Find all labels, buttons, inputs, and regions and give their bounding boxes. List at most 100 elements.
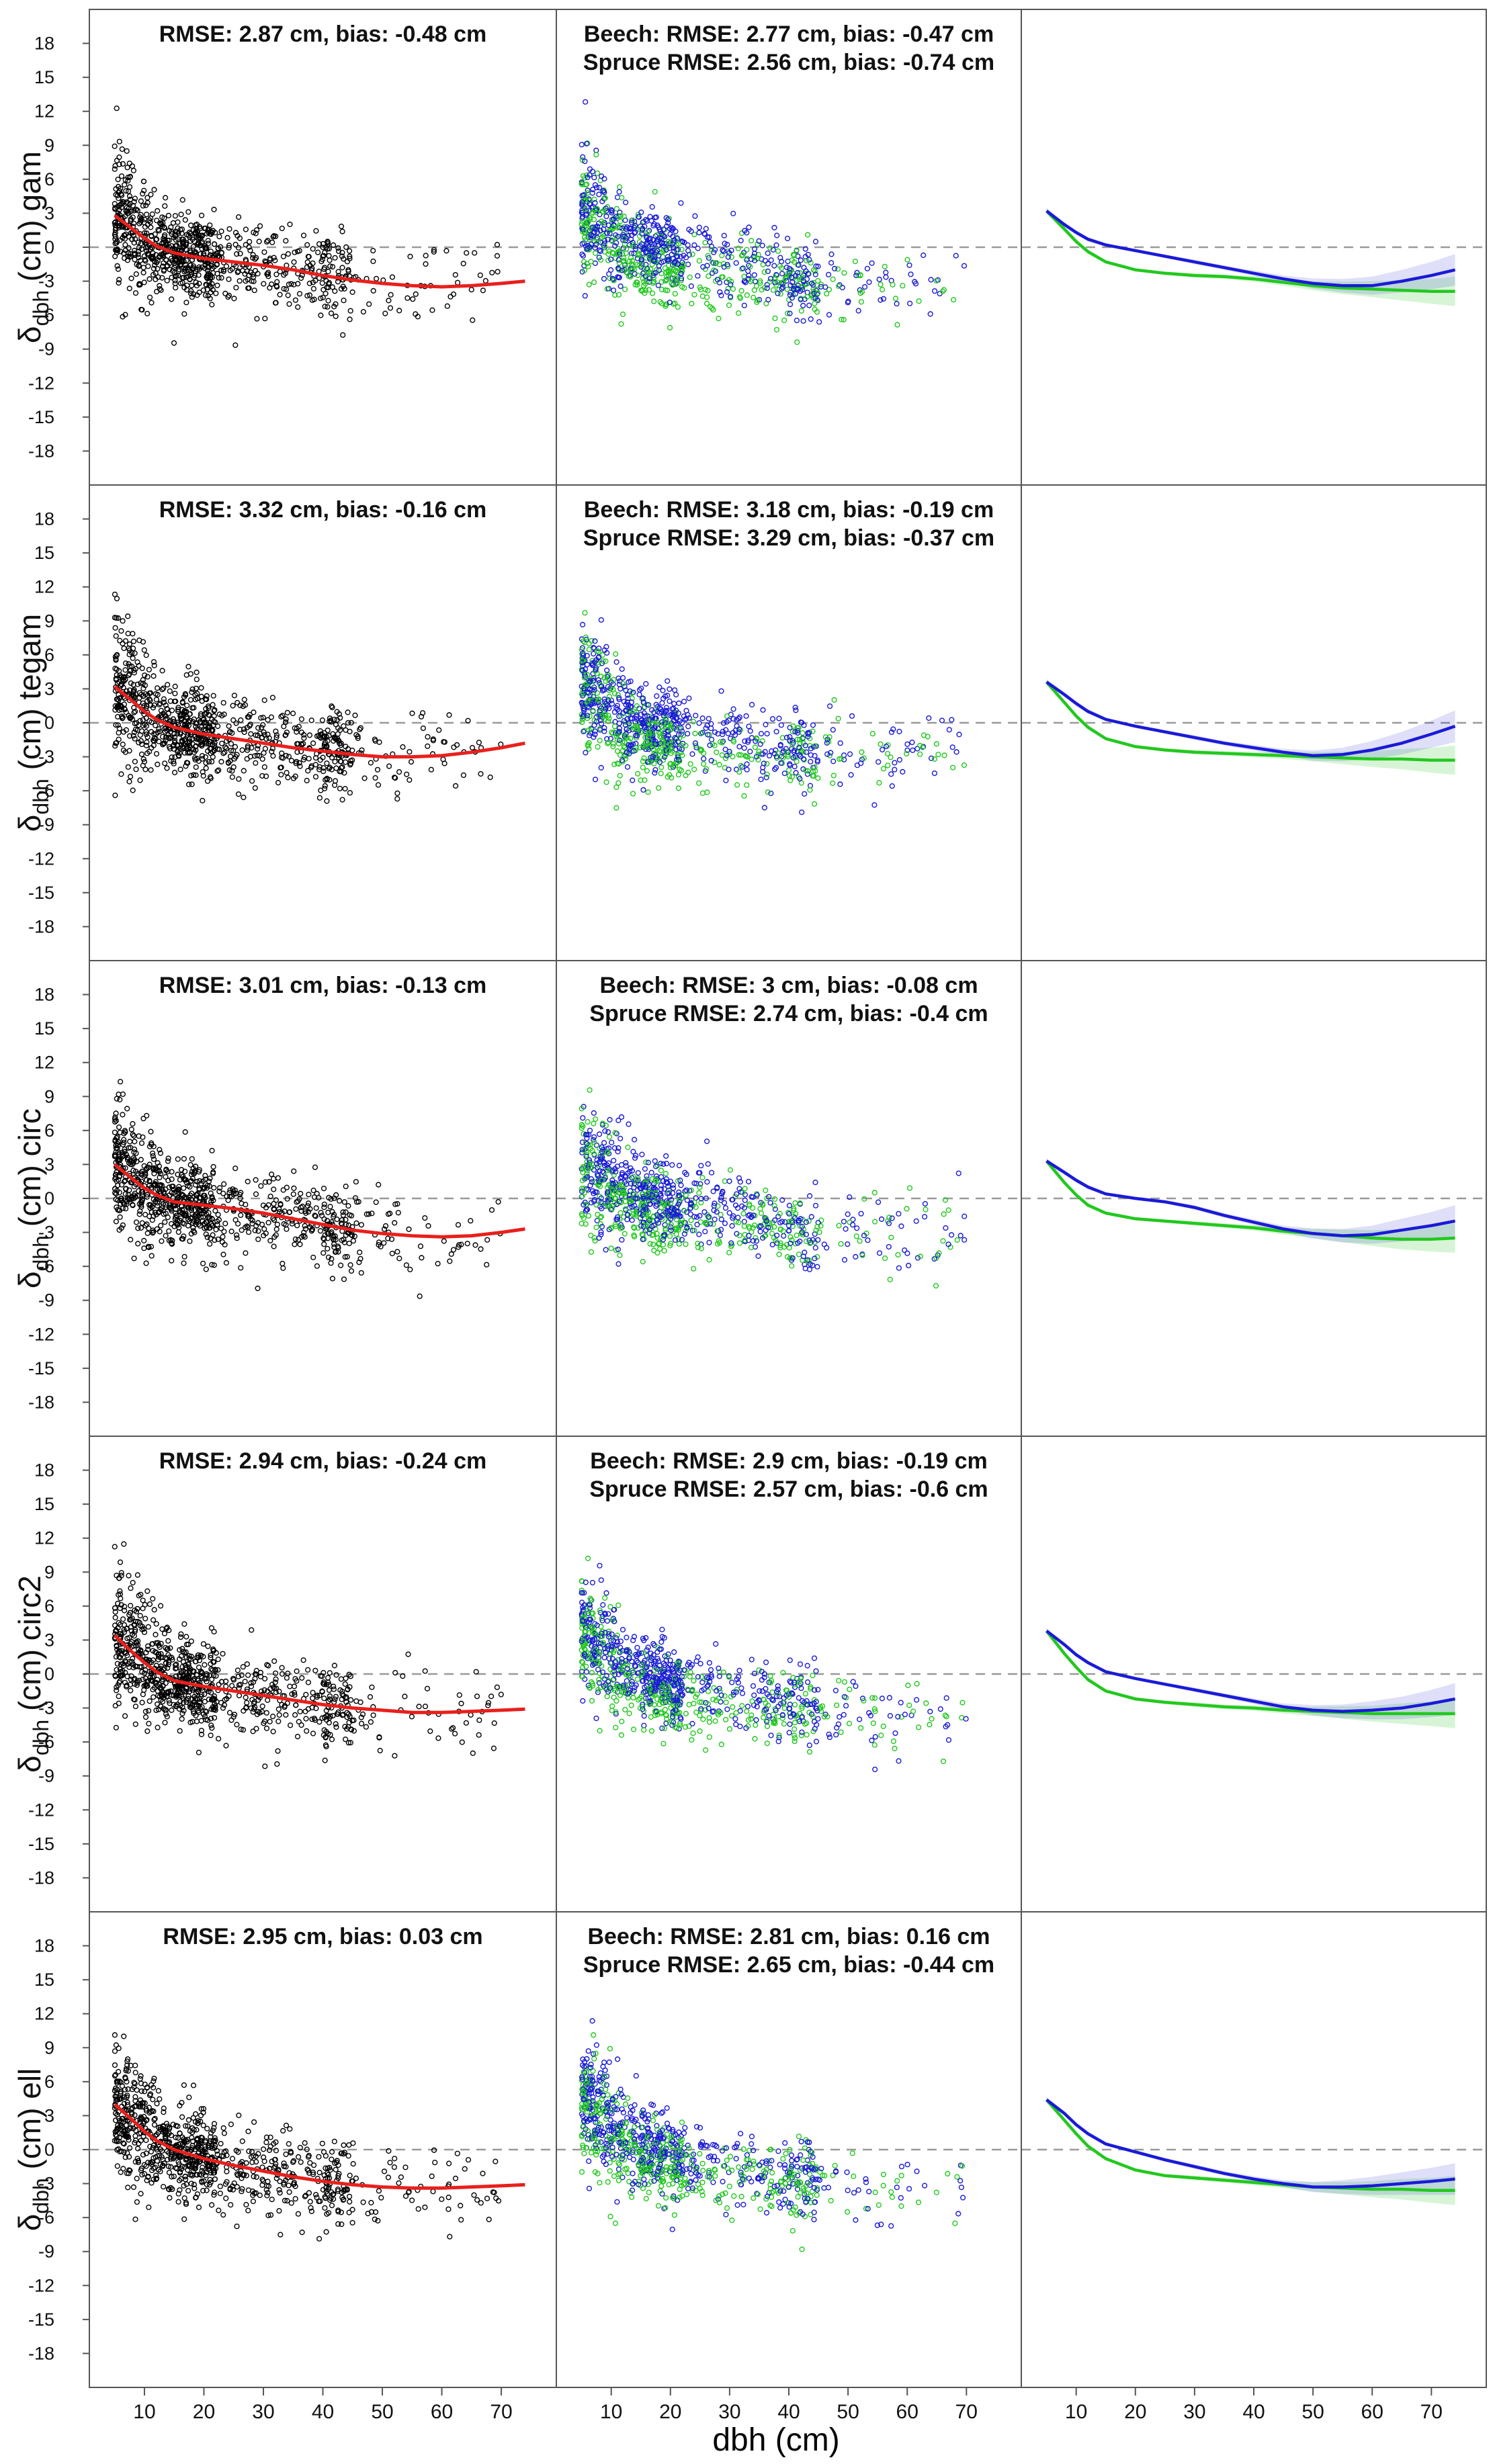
point-all [126, 161, 132, 167]
point-all [159, 668, 165, 674]
point-all [420, 725, 427, 732]
point-all [345, 1202, 351, 1209]
point-all [160, 252, 166, 258]
point-all [153, 722, 159, 729]
point-all [320, 240, 327, 247]
point-spruce [645, 789, 651, 795]
point-all [332, 288, 338, 294]
point-all [156, 738, 162, 744]
point-spruce [651, 760, 657, 766]
point-all [228, 1228, 234, 1235]
point-all [164, 765, 170, 771]
point-all [122, 247, 128, 253]
point-all [120, 640, 126, 647]
point-spruce [641, 755, 647, 761]
point-beech [730, 210, 736, 216]
point-all [198, 685, 204, 691]
point-all [482, 277, 488, 284]
point-all [162, 232, 168, 238]
point-all [148, 767, 154, 773]
point-all [112, 234, 119, 240]
point-all [204, 230, 210, 237]
point-all [343, 759, 349, 765]
point-all [477, 272, 483, 278]
point-all [172, 769, 178, 776]
point-beech [953, 749, 959, 755]
point-all [207, 222, 213, 228]
point-all [146, 276, 153, 282]
point-spruce [667, 324, 673, 331]
point-all [194, 292, 200, 298]
point-all [407, 253, 413, 260]
point-all [196, 234, 202, 240]
point-all [347, 253, 353, 259]
point-all [265, 1219, 271, 1226]
point-all [200, 287, 206, 294]
point-all [116, 224, 122, 230]
point-all [112, 625, 118, 631]
point-all [206, 282, 212, 288]
point-all [316, 241, 323, 247]
point-all [144, 212, 150, 218]
point-all [133, 766, 139, 773]
point-all [112, 230, 118, 236]
point-all [339, 249, 345, 256]
point-beech [799, 809, 805, 816]
point-all [147, 219, 153, 225]
point-all [200, 797, 206, 803]
point-all [366, 301, 372, 307]
point-all [372, 775, 378, 781]
point-spruce [878, 281, 884, 288]
point-all [326, 253, 332, 259]
point-all [495, 1198, 501, 1205]
point-spruce [603, 779, 609, 785]
point-all [318, 312, 324, 318]
point-beech [598, 617, 604, 623]
point-all [186, 229, 193, 236]
point-beech [883, 274, 889, 280]
point-all [423, 261, 429, 267]
point-beech [623, 200, 629, 206]
point-spruce [588, 1249, 595, 1255]
point-all [241, 794, 247, 801]
point-beech [766, 752, 773, 759]
point-all [429, 307, 435, 313]
point-all [125, 630, 131, 637]
point-beech [883, 269, 889, 275]
point-all [325, 298, 331, 304]
point-all [265, 269, 271, 275]
point-all [113, 191, 119, 198]
point-all [274, 1221, 280, 1227]
point-all [243, 1250, 249, 1256]
point-all [245, 1224, 251, 1231]
point-all [122, 667, 128, 673]
point-all [253, 760, 259, 766]
point-all [450, 1247, 457, 1253]
point-beech [598, 173, 605, 179]
point-all [185, 1223, 191, 1229]
point-all [256, 238, 262, 245]
point-all [163, 195, 169, 201]
point-beech [730, 706, 736, 712]
point-beech [663, 1160, 670, 1167]
point-spruce [617, 218, 624, 224]
point-all [175, 1229, 181, 1235]
point-spruce [726, 302, 732, 308]
point-spruce [613, 651, 619, 657]
point-beech [781, 1233, 787, 1239]
point-all [112, 143, 118, 149]
point-all [234, 232, 241, 239]
point-all [222, 1221, 228, 1227]
point-all [177, 766, 183, 773]
point-spruce [949, 764, 956, 771]
point-all [134, 261, 140, 267]
point-beech [892, 766, 898, 773]
point-spruce [878, 741, 884, 747]
point-all [143, 245, 149, 251]
point-all [284, 1184, 290, 1190]
point-all [116, 1124, 122, 1131]
point-all [116, 188, 123, 194]
point-beech [730, 716, 736, 722]
point-beech [584, 662, 591, 668]
